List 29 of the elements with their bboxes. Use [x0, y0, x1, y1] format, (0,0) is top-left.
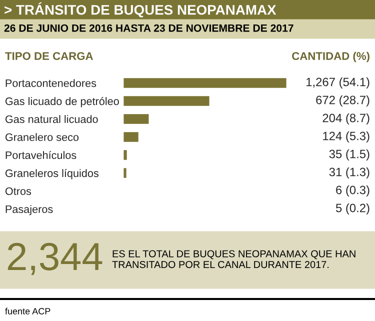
text: ES EL TOTAL DE BUQUES NEOPANAMAX QUE HAN TRANSITADO POR EL CANAL DURANTE 2017.	[112, 250, 356, 268]
bar	[123, 94, 211, 108]
text: TIPO DE CARGA	[5, 52, 93, 60]
data-label: 5 (0.2)	[336, 203, 370, 215]
bar	[123, 112, 150, 126]
text: CANTIDAD (%)	[292, 52, 370, 62]
chart-title: > TRÁNSITO DE BUQUES NEOPANAMAX	[4, 2, 276, 18]
y-tick-label: Gas natural licuado	[5, 115, 98, 124]
y-tick-label: Pasajeros	[6, 205, 53, 216]
data-label: 124 (5.3)	[323, 131, 370, 143]
bar	[123, 148, 128, 162]
y-tick-label: Portavehículos	[6, 150, 76, 160]
chart-subtitle: 26 DE JUNIO DE 2016 HASTA 23 DE NOVIEMBRE DE 2017	[4, 24, 294, 32]
y-tick-label: Granelero seco	[5, 133, 79, 142]
data-label: 204 (8.7)	[322, 113, 370, 125]
text: 2,344	[8, 242, 102, 276]
data-label: 1,267 (54.1)	[306, 77, 370, 89]
data-label: 31 (1.3)	[329, 167, 370, 179]
source-note: fuente ACP	[5, 308, 50, 314]
y-tick-label: Otros	[5, 187, 32, 196]
data-label: 672 (28.7)	[316, 95, 370, 107]
y-tick-label: Graneleros líquidos	[5, 169, 98, 180]
data-label: 6 (0.3)	[336, 185, 370, 197]
bar	[123, 76, 287, 90]
bar	[123, 166, 128, 180]
bar	[123, 130, 140, 144]
y-tick-label: Gas licuado de petróleo	[5, 97, 119, 108]
data-label: 35 (1.5)	[329, 149, 370, 161]
y-tick-label: Portacontenedores	[6, 79, 96, 88]
